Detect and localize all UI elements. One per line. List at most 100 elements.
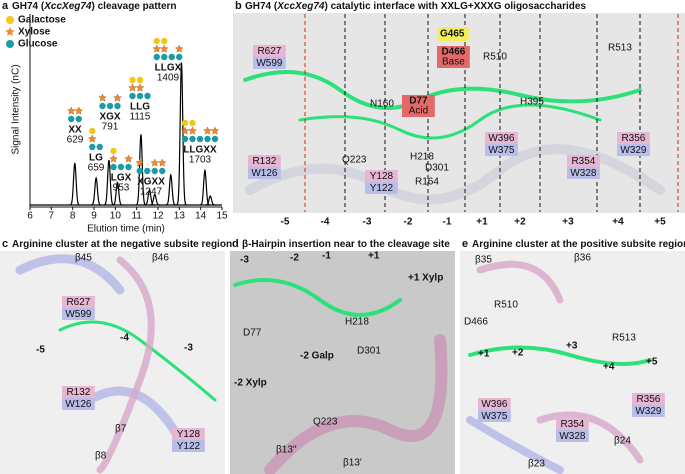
residue-label: R132 <box>252 156 276 167</box>
glucose-icon <box>189 135 196 143</box>
structure-label: H218 <box>345 317 369 328</box>
glucose-icon <box>151 167 158 175</box>
glucose-icon <box>176 53 183 61</box>
residue-box <box>485 132 518 144</box>
catalytic-box <box>402 95 435 117</box>
residue-label: R354 <box>571 156 595 167</box>
residue-label: R627 <box>257 46 281 57</box>
structure-label: G465 <box>440 29 465 40</box>
panel-title: Arginine cluster at the negative subsite… <box>12 239 232 250</box>
galactose-icon <box>181 119 189 127</box>
peak-mass: 1115 <box>130 112 151 123</box>
x-tick-label: 6 <box>27 211 33 222</box>
panel-letter: a <box>2 0 9 12</box>
y-axis-label: Signal Intensity (nC) <box>11 64 22 154</box>
homolog-box <box>172 440 205 452</box>
residue-box <box>253 45 286 57</box>
subsite-label: -3 <box>363 217 372 228</box>
structure-label: -3 <box>240 255 249 266</box>
ligand <box>58 320 217 402</box>
peak-label: LLG <box>130 102 150 113</box>
homolog-box <box>62 398 95 410</box>
structure-label: R510 <box>494 300 518 311</box>
residue-label: W396 <box>488 133 515 144</box>
xylose-icon <box>66 106 76 115</box>
glucose-icon <box>114 102 121 110</box>
peak-mass: 629 <box>67 135 84 146</box>
peak <box>176 62 187 206</box>
structure-label: Q223 <box>313 417 338 428</box>
structure-label: D466 <box>464 317 488 328</box>
structure-label: +1 <box>368 251 380 262</box>
panel-title: GH74 (XccXeg74) catalytic interface with… <box>245 1 586 12</box>
x-tick-label: 15 <box>216 211 228 222</box>
peak <box>112 181 123 206</box>
structure-label: R513 <box>612 333 636 344</box>
residue-box <box>478 398 511 410</box>
residue-label: W396 <box>481 399 508 410</box>
glucose-icon <box>136 92 144 100</box>
glucose-icon <box>159 167 166 175</box>
panel-title: β-Hairpin insertion near to the cleavage… <box>242 239 450 250</box>
residue-box <box>632 393 665 405</box>
structure-label: -3 <box>184 343 193 354</box>
structure-label: β36 <box>574 253 591 264</box>
structure-label: β24 <box>614 436 631 447</box>
role-label: Acid <box>409 106 428 117</box>
subsite-label: +3 <box>562 217 574 228</box>
homolog-box <box>556 430 589 442</box>
hairpin <box>264 334 448 474</box>
glucose-icon <box>68 115 75 123</box>
galactose-icon <box>161 37 168 45</box>
peak-mass: 1409 <box>157 73 180 84</box>
panel-letter: c <box>2 238 8 250</box>
structure-label: +4 <box>603 362 615 373</box>
xylose-icon <box>124 154 133 163</box>
glucose-icon <box>117 163 125 171</box>
subsite-label: -4 <box>321 217 330 228</box>
x-tick-label: 12 <box>152 211 164 222</box>
peak <box>199 168 211 206</box>
peak-label: LG <box>89 153 103 164</box>
peak-label: LLGXX <box>183 145 217 156</box>
structure-label: -2 Galp <box>300 351 334 362</box>
xylose-icon <box>98 93 107 102</box>
xylose-icon <box>152 44 162 53</box>
homolog-box <box>365 182 398 194</box>
title-part: β-Hairpin insertion near to the cleavage… <box>242 239 450 250</box>
homolog-box <box>62 308 95 320</box>
legend-label: Galactose <box>18 15 66 26</box>
ribbon <box>245 144 665 205</box>
glucose-icon <box>181 135 189 143</box>
xylose-icon <box>180 126 190 135</box>
structure-label: -1 <box>322 251 331 262</box>
catalytic-box <box>437 46 470 68</box>
panel-letter: d <box>232 238 239 250</box>
homolog-label: Y122 <box>370 183 394 194</box>
panel-title: GH74 (XccXeg74) cleavage pattern <box>12 1 177 12</box>
legend-icon <box>6 40 14 48</box>
galactose-icon <box>89 127 96 135</box>
residue-box <box>62 386 95 398</box>
homolog-label: W375 <box>481 411 508 422</box>
xylose-icon <box>174 44 184 53</box>
structure-label: +1 Xylp <box>408 273 443 284</box>
homolog-box <box>248 167 281 179</box>
structure-label: N160 <box>370 99 394 110</box>
subsite-label: -5 <box>281 217 290 228</box>
structure-d <box>230 251 455 474</box>
peak-mass: 953 <box>113 183 130 194</box>
peak-mass: 791 <box>102 122 119 133</box>
peak-mass: 659 <box>88 163 105 174</box>
homolog-label: W328 <box>559 431 586 442</box>
xylose-icon <box>157 158 167 167</box>
glucose-icon <box>125 163 132 171</box>
homolog-box <box>485 144 518 156</box>
galactose-icon <box>136 76 144 84</box>
xylose-icon <box>210 126 220 135</box>
xylose-icon <box>188 126 197 135</box>
title-part: GH74 ( <box>245 1 278 12</box>
glucose-icon <box>75 115 82 123</box>
peak-label: LLGX <box>155 63 182 74</box>
